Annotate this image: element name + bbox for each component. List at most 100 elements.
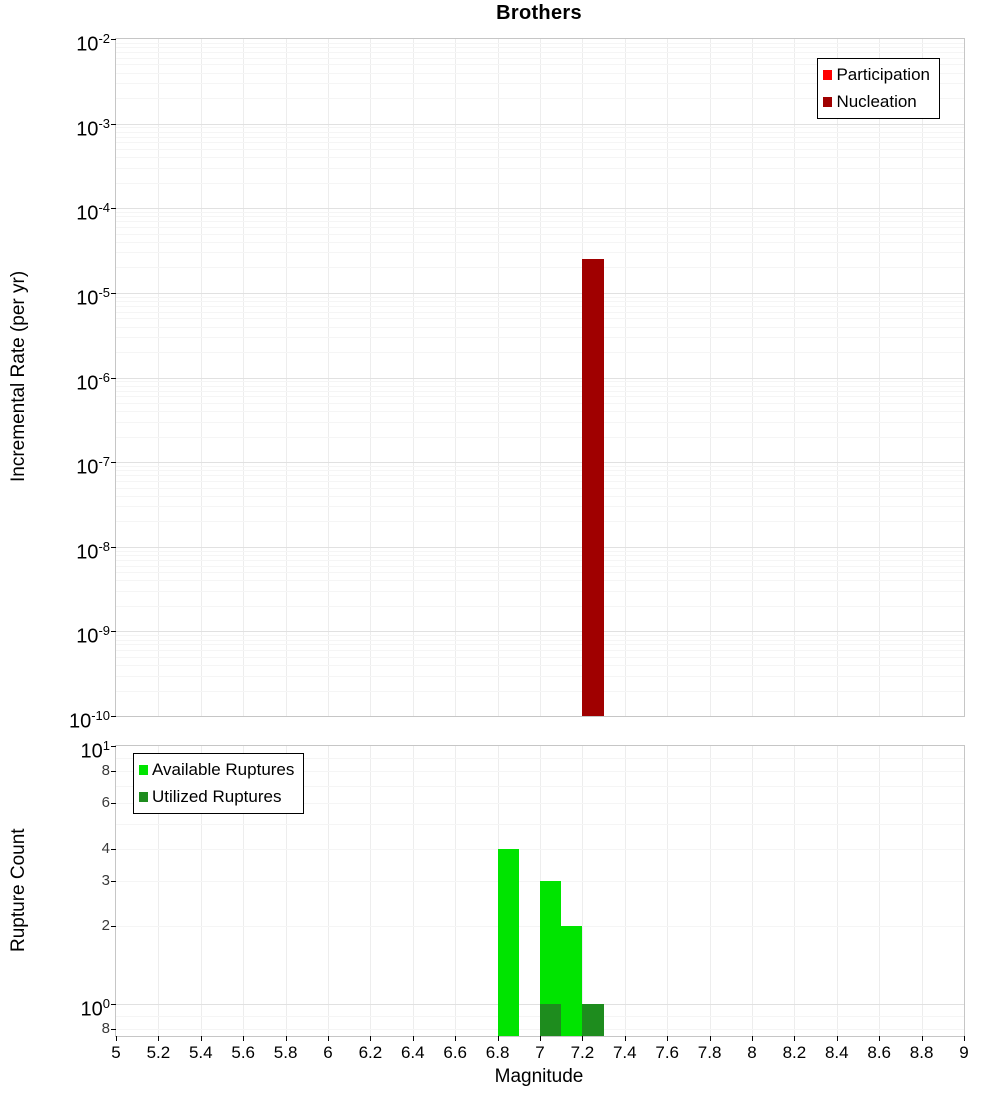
x-tick-mark (836, 1036, 838, 1041)
y-gridline-minor (116, 52, 964, 54)
y-gridline-minor (116, 565, 964, 567)
x-tick-label: 6 (323, 1043, 333, 1062)
y-tick-label: 10-5 (76, 284, 110, 310)
x-tick-mark (455, 1036, 457, 1041)
y-gridline-minor (116, 690, 964, 692)
available-ruptures-swatch-icon (139, 764, 148, 775)
chart-title: Brothers (496, 2, 582, 24)
available-bar (540, 880, 562, 1036)
x-tick-label: 7 (535, 1043, 545, 1062)
y-gridline-minor (116, 675, 964, 677)
utilized-ruptures-swatch-icon (139, 791, 148, 802)
x-gridline (794, 746, 796, 1036)
y-gridline-minor (116, 182, 964, 184)
x-tick-label: 7.4 (612, 1043, 637, 1062)
x-gridline (412, 746, 414, 1036)
y-gridline-major (116, 631, 964, 633)
legend-label-nucleation: Nucleation (836, 91, 917, 111)
y-gridline-minor (116, 411, 964, 413)
legend-label-utilized-ruptures: Utilized Ruptures (152, 786, 282, 806)
y-tick-mark (111, 746, 116, 747)
y-gridline-minor (116, 127, 964, 129)
y-gridline-minor (116, 227, 964, 229)
y-gridline-minor (116, 381, 964, 383)
y-tick-mark (111, 39, 116, 40)
x-tick-mark (328, 1036, 329, 1041)
x-tick-mark (412, 1036, 414, 1041)
x-gridline (328, 746, 329, 1036)
y-gridline-minor (116, 848, 964, 850)
y-tick-label: 4 (101, 839, 110, 857)
y-gridline-minor (116, 665, 964, 667)
y-gridline-minor (116, 241, 964, 243)
y-tick-mark (111, 803, 116, 805)
x-gridline (921, 746, 923, 1036)
x-tick-label: 5.4 (188, 1043, 213, 1062)
y-tick-label: 10-2 (76, 31, 110, 56)
x-gridline (370, 746, 372, 1036)
y-gridline-minor (116, 554, 964, 556)
y-gridline-minor (116, 402, 964, 404)
y-gridline-minor (116, 396, 964, 398)
x-gridline (624, 746, 626, 1036)
y-gridline-minor (116, 521, 964, 523)
y-gridline-minor (116, 311, 964, 313)
x-tick-label: 7.8 (697, 1043, 722, 1062)
x-gridline (455, 746, 457, 1036)
y-gridline-minor (116, 785, 964, 787)
x-tick-mark (624, 1036, 626, 1041)
y-gridline-minor (116, 823, 964, 825)
y-gridline-minor (116, 301, 964, 303)
y-gridline-minor (116, 212, 964, 214)
x-tick-label: 5.6 (231, 1043, 255, 1062)
y-gridline-minor (116, 385, 964, 387)
x-tick-mark (540, 1036, 541, 1041)
y-gridline-minor (116, 64, 964, 66)
x-tick-label: 8.2 (782, 1043, 807, 1062)
y-gridline-minor (116, 352, 964, 354)
x-tick-mark (921, 1036, 923, 1041)
y-tick-label: 10-10 (68, 708, 110, 733)
x-gridline (158, 746, 160, 1036)
y-gridline-minor (116, 337, 964, 339)
y-gridline-major (116, 292, 964, 294)
y-tick-label: 8 (101, 761, 110, 779)
y-gridline-minor (116, 644, 964, 646)
x-tick-label: 5.2 (146, 1043, 171, 1062)
y-gridline-minor (116, 42, 964, 44)
utilized-bar (540, 1003, 562, 1036)
available-bar (561, 926, 583, 1036)
y-gridline-minor (116, 221, 964, 223)
y-gridline-minor (116, 131, 964, 133)
y-gridline-minor (116, 650, 964, 652)
x-tick-label: 6.8 (485, 1043, 510, 1062)
y-tick-mark (111, 880, 116, 882)
x-tick-mark (116, 1036, 117, 1041)
utilized-bar (582, 1003, 604, 1036)
y-tick-label: 10-9 (76, 623, 110, 649)
available-bar (497, 848, 519, 1036)
x-tick-label: 6.2 (358, 1043, 383, 1062)
y-tick-mark (111, 546, 116, 548)
x-tick-label: 5.8 (273, 1043, 298, 1062)
nucleation-bar (582, 259, 604, 716)
x-tick-mark (709, 1036, 711, 1041)
x-gridline (285, 746, 287, 1036)
y-gridline-major (116, 462, 964, 464)
y-gridline-minor (116, 590, 964, 592)
top-plot-area: 10-2 10-3 10-4 10-5 10-6 10-7 10-8 10-9 10-10 (69, 31, 965, 733)
y-gridline-major (116, 546, 964, 548)
x-tick-label: 9 (959, 1043, 969, 1062)
y-gridline-minor (116, 605, 964, 607)
y-gridline-minor (116, 390, 964, 392)
x-axis-label-magnitude: Magnitude (494, 1066, 584, 1087)
y-tick-label: 100 (80, 995, 110, 1021)
y-tick-mark (111, 716, 116, 717)
legend-label-participation: Participation (836, 64, 930, 84)
y-tick-label: 10-8 (76, 538, 110, 564)
y-gridline-minor (116, 318, 964, 320)
y-gridline-minor (116, 326, 964, 328)
y-gridline-minor (116, 580, 964, 582)
y-gridline-minor (116, 639, 964, 641)
